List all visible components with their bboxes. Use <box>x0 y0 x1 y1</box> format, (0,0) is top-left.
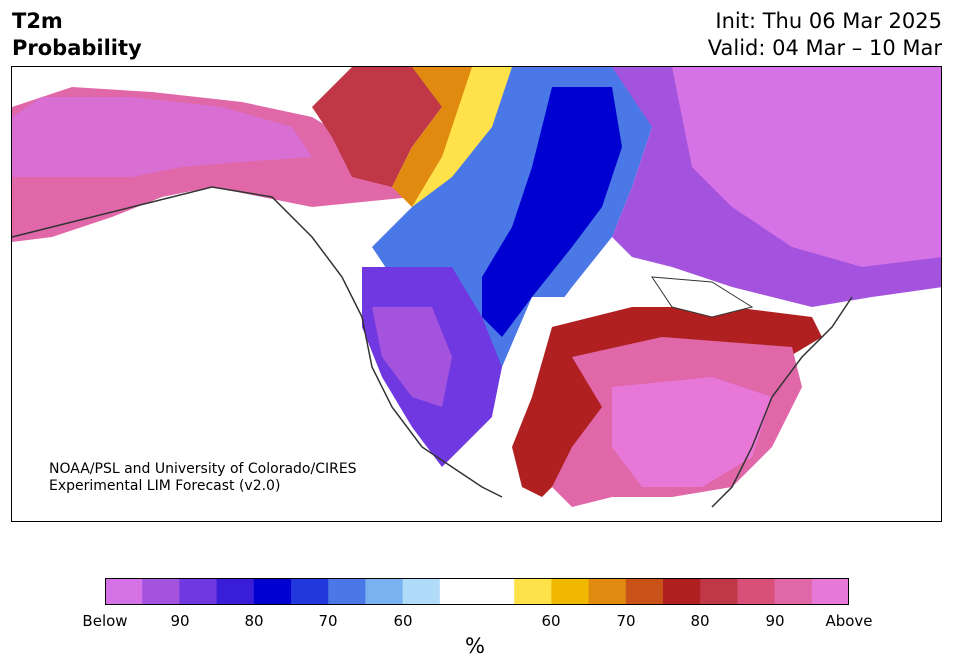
tick-label: 80 <box>690 612 710 630</box>
yukon-red-band <box>312 67 442 187</box>
tick-label: 70 <box>318 612 338 630</box>
tick-label: 60 <box>541 612 561 630</box>
tick-label: 80 <box>244 612 264 630</box>
colorbar-segment <box>328 578 366 605</box>
colorbar-segment <box>216 578 255 605</box>
colorbar-segment <box>514 578 552 605</box>
east-coastline <box>711 296 853 508</box>
colorbar-ticks: Below 90 80 70 60 60 70 80 90 Above <box>0 612 954 632</box>
colorbar-segment <box>625 578 664 605</box>
yukon-orange-band <box>392 67 482 207</box>
tick-label: 90 <box>170 612 190 630</box>
colorbar-segment <box>179 578 218 605</box>
colorbar-segment <box>253 578 292 605</box>
colorbar-segment <box>551 578 590 605</box>
forecast-dates: Init: Thu 06 Mar 2025 Valid: 04 Mar – 10… <box>708 8 942 62</box>
map-canvas <box>12 67 941 508</box>
variable-label: T2m <box>12 9 63 33</box>
southeast-core <box>612 377 772 487</box>
quebec-below-region <box>672 67 941 267</box>
alaska-core <box>12 97 312 177</box>
great-basin-purple <box>372 307 452 407</box>
colorbar-segment <box>477 578 515 605</box>
colorbar-segment <box>737 578 776 605</box>
colorbar-segment <box>402 578 441 605</box>
colorbar-segment <box>588 578 627 605</box>
tick-label: 90 <box>765 612 785 630</box>
colorbar-segment <box>142 578 180 605</box>
colorbar-segment <box>700 578 738 605</box>
tick-label: Below <box>82 612 128 630</box>
west-coastline <box>12 186 503 498</box>
init-date: Init: Thu 06 Mar 2025 <box>715 9 942 33</box>
credit-text: NOAA/PSL and University of Colorado/CIRE… <box>49 461 357 495</box>
credit-line-1: NOAA/PSL and University of Colorado/CIRE… <box>49 461 357 477</box>
colorbar-segment <box>291 578 329 605</box>
product-label: Probability <box>12 36 142 60</box>
valid-range: Valid: 04 Mar – 10 Mar <box>707 36 942 60</box>
colorbar-segment <box>105 578 143 605</box>
colorbar <box>105 578 849 605</box>
tick-label: Above <box>825 612 873 630</box>
colorbar-unit: % <box>465 634 485 658</box>
colorbar-segment <box>439 578 478 605</box>
colorbar-segment <box>365 578 404 605</box>
yellow-band <box>412 67 512 217</box>
central-dark-blue-core <box>482 87 622 337</box>
great-lakes <box>651 276 754 318</box>
colorbar-segment <box>811 578 849 605</box>
tick-label: 60 <box>393 612 413 630</box>
colorbar-segment <box>663 578 701 605</box>
map-title: T2m Probability <box>12 8 142 62</box>
tick-label: 70 <box>616 612 636 630</box>
colorbar-border <box>105 578 849 605</box>
probability-map <box>11 66 942 522</box>
colorbar-segment <box>774 578 813 605</box>
credit-line-2: Experimental LIM Forecast (v2.0) <box>49 478 281 494</box>
